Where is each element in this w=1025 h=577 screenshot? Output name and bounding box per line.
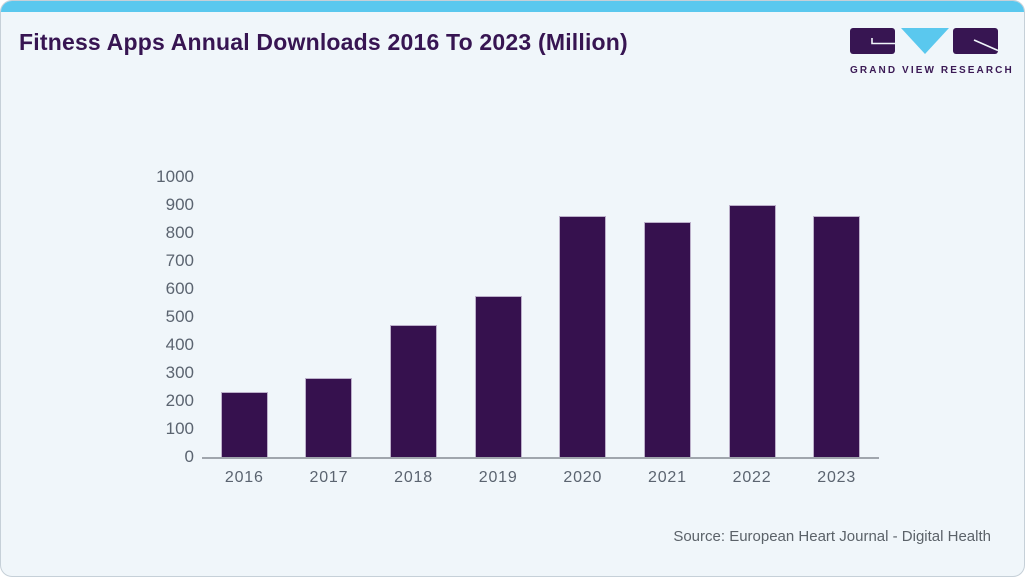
bar-slot bbox=[202, 392, 287, 457]
x-tick-label: 2022 bbox=[732, 469, 772, 486]
x-tick-label: 2017 bbox=[309, 469, 349, 486]
y-tick-label: 500 bbox=[165, 307, 194, 326]
bar-2020 bbox=[559, 215, 607, 457]
y-axis: 0 100 200 300 400 500 600 700 800 900 1000 bbox=[142, 167, 194, 466]
y-tick-label: 300 bbox=[165, 363, 194, 382]
top-accent-bar bbox=[1, 1, 1024, 12]
x-tick-label: 2016 bbox=[224, 469, 264, 486]
x-axis: 2016 2017 2018 2019 2020 2021 2022 2023 bbox=[202, 469, 879, 487]
y-tick-label: 800 bbox=[165, 223, 194, 242]
bar-chart: 0 100 200 300 400 500 600 700 800 900 1000 2016 201… bbox=[142, 167, 902, 497]
bar-2018 bbox=[390, 325, 438, 457]
bar-slot bbox=[794, 215, 879, 457]
y-tick-label: 700 bbox=[165, 251, 194, 270]
y-tick-label: 1000 bbox=[156, 167, 194, 186]
bar-2021 bbox=[643, 222, 691, 457]
gvr-logo: GRAND VIEW RESEARCH bbox=[850, 28, 1014, 76]
y-tick-label: 400 bbox=[165, 335, 194, 354]
bar-slot bbox=[541, 215, 626, 457]
y-tick-label: 0 bbox=[184, 447, 194, 466]
x-tick-label: 2018 bbox=[394, 469, 433, 486]
x-tick-label: 2020 bbox=[563, 469, 603, 486]
bar-slot bbox=[287, 377, 372, 457]
y-tick-label: 100 bbox=[165, 419, 194, 438]
bar-slot bbox=[625, 222, 710, 457]
bar-2019 bbox=[474, 296, 522, 457]
gvr-logo-wordmark: GRAND VIEW RESEARCH bbox=[850, 65, 1014, 76]
bar-slot bbox=[710, 205, 795, 457]
bar-2023 bbox=[813, 215, 861, 457]
y-tick-label: 600 bbox=[165, 279, 194, 298]
page-title: Fitness Apps Annual Downloads 2016 To 20… bbox=[19, 29, 628, 55]
y-tick-label: 900 bbox=[165, 195, 194, 214]
bar-2016 bbox=[220, 392, 268, 457]
source-attribution: Source: European Heart Journal - Digital… bbox=[673, 528, 991, 545]
y-tick-label: 200 bbox=[165, 391, 194, 410]
bar-slot bbox=[371, 325, 456, 457]
x-tick-label: 2023 bbox=[817, 469, 857, 486]
plot-area bbox=[202, 177, 879, 459]
bar-2022 bbox=[728, 205, 776, 457]
gvr-logo-icon bbox=[850, 28, 999, 59]
bar-slot bbox=[456, 296, 541, 457]
bar-2017 bbox=[305, 377, 353, 457]
x-tick-label: 2021 bbox=[648, 469, 687, 486]
x-tick-label: 2019 bbox=[478, 469, 518, 486]
